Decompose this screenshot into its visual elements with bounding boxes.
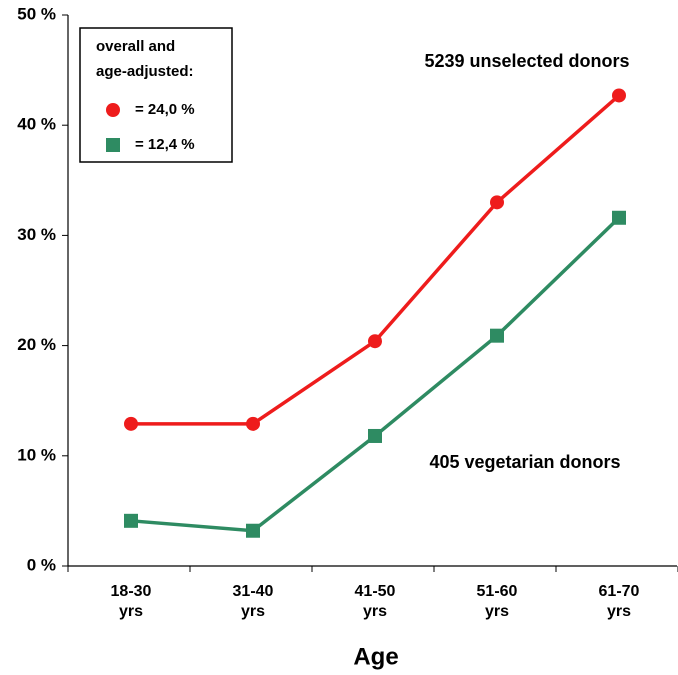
y-tick-label: 30 % — [17, 225, 56, 244]
marker — [246, 523, 260, 538]
x-tick-label: 41-50 yrs — [355, 583, 396, 620]
marker — [612, 88, 626, 103]
marker — [612, 210, 626, 225]
y-tick-label: 20 % — [17, 335, 56, 354]
marker — [368, 334, 382, 349]
marker — [246, 416, 260, 431]
marker — [124, 513, 138, 528]
y-tick-label: 50 % — [17, 4, 56, 23]
marker — [124, 416, 138, 431]
annotation: 5239 unselected donors — [424, 51, 629, 71]
annotation: 405 vegetarian donors — [429, 452, 620, 472]
legend-box — [79, 27, 233, 163]
x-tick-label: 61-70 yrs — [599, 583, 640, 620]
x-tick-label: 18-30 yrs — [111, 583, 152, 620]
legend-label: = 24,0 % — [135, 101, 195, 118]
legend-label: = 12,4 % — [135, 136, 195, 153]
x-axis-label: Age — [353, 643, 398, 670]
legend-title: overall and age-adjusted: — [96, 38, 194, 80]
y-tick-label: 10 % — [17, 445, 56, 464]
marker — [490, 195, 504, 210]
legend-marker — [106, 138, 120, 152]
x-tick-label: 51-60 yrs — [477, 583, 518, 620]
series-line — [130, 216, 621, 533]
marker — [368, 428, 382, 443]
y-tick-label: 0 % — [27, 555, 56, 574]
marker — [490, 328, 504, 343]
y-tick-label: 40 % — [17, 115, 56, 134]
x-tick-label: 31-40 yrs — [233, 583, 274, 620]
legend-marker — [106, 103, 120, 117]
